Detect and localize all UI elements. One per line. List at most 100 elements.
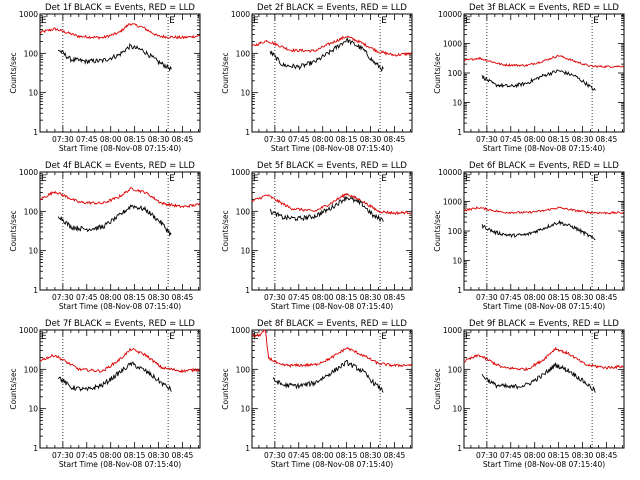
x-tick-label: 08:45 — [172, 293, 194, 302]
x-axis-label: Start Time (08-Nov-08 07:15:40) — [271, 302, 393, 311]
plot-frame — [251, 13, 413, 133]
lld-series-line — [463, 206, 624, 215]
plot-frame — [251, 329, 413, 449]
x-tick-label: 08:15 — [336, 293, 358, 302]
event-marker-label: E — [41, 16, 47, 26]
lld-series-line — [463, 346, 624, 372]
y-axis-label: Counts/sec — [9, 210, 18, 251]
event-marker-label: E — [465, 16, 471, 26]
events-series-line — [272, 360, 384, 393]
event-marker-label: E — [253, 332, 259, 342]
plot-frame — [463, 171, 625, 291]
event-marker-label: E — [593, 174, 599, 184]
y-tick-label: 100 — [448, 365, 463, 374]
y-tick-label: 1000 — [443, 198, 462, 207]
event-marker-label: E — [253, 16, 259, 26]
detector-panel: Det 7f BLACK = Events, RED = LLD 1 10 100 10… — [9, 319, 201, 469]
event-marker-label: E — [41, 332, 47, 342]
x-tick-label: 07:45 — [288, 135, 310, 144]
x-tick-label: 08:15 — [548, 293, 570, 302]
lld-series-line — [39, 187, 200, 209]
x-tick-label: 08:15 — [548, 135, 570, 144]
y-tick-label: 10 — [452, 405, 462, 414]
events-series-line — [269, 36, 384, 73]
x-tick-label: 08:00 — [524, 293, 546, 302]
x-tick-label: 08:15 — [548, 451, 570, 460]
y-tick-label: 1000 — [19, 168, 38, 177]
event-marker-label: E — [381, 174, 387, 184]
y-axis-label: Counts/sec — [221, 368, 230, 409]
y-tick-label: 100 — [236, 207, 251, 216]
detector-panel: Det 5f BLACK = Events, RED = LLD 1 10 100 10… — [221, 161, 413, 311]
y-tick-label: 100 — [24, 49, 39, 58]
plot-frame — [251, 171, 413, 291]
detector-panel: Det 2f BLACK = Events, RED = LLD 1 10 100 10… — [221, 3, 413, 153]
y-tick-label: 10000 — [438, 10, 462, 19]
y-tick-label: 1000 — [443, 40, 462, 49]
plot-frame — [39, 329, 201, 449]
y-tick-label: 100 — [24, 207, 39, 216]
x-tick-label: 08:30 — [148, 451, 170, 460]
x-tick-label: 07:30 — [476, 293, 498, 302]
y-tick-label: 1000 — [19, 10, 38, 19]
panel-title: Det 5f BLACK = Events, RED = LLD — [257, 161, 407, 171]
detector-panel: Det 3f BLACK = Events, RED = LLD 1 10 100 10… — [433, 3, 625, 153]
plot-frame — [39, 171, 201, 291]
event-marker-label: E — [465, 332, 471, 342]
y-tick-label: 1000 — [19, 326, 38, 335]
x-tick-label: 08:45 — [172, 135, 194, 144]
x-tick-label: 08:15 — [124, 451, 146, 460]
detector-panel: Det 6f BLACK = Events, RED = LLD 1 10 100 10… — [433, 161, 625, 311]
x-tick-label: 08:45 — [596, 451, 618, 460]
y-tick-label: 1 — [245, 286, 250, 295]
y-tick-label: 100 — [448, 227, 463, 236]
y-tick-label: 10 — [28, 405, 38, 414]
lld-series-line — [39, 347, 200, 374]
x-tick-label: 07:45 — [500, 135, 522, 144]
events-series-line — [269, 196, 384, 223]
x-axis-label: Start Time (08-Nov-08 07:15:40) — [59, 302, 181, 311]
x-tick-label: 08:00 — [100, 135, 122, 144]
y-tick-label: 10 — [452, 257, 462, 266]
x-tick-label: 08:30 — [360, 451, 382, 460]
y-tick-label: 1 — [457, 286, 462, 295]
x-axis-label: Start Time (08-Nov-08 07:15:40) — [59, 144, 181, 153]
events-series-line — [481, 362, 596, 393]
x-axis-label: Start Time (08-Nov-08 07:15:40) — [59, 460, 181, 469]
plot-frame — [39, 13, 201, 133]
x-axis-label: Start Time (08-Nov-08 07:15:40) — [271, 144, 393, 153]
x-tick-label: 07:30 — [476, 135, 498, 144]
x-axis-label: Start Time (08-Nov-08 07:15:40) — [483, 144, 605, 153]
x-axis-label: Start Time (08-Nov-08 07:15:40) — [483, 460, 605, 469]
y-tick-label: 100 — [448, 69, 463, 78]
y-tick-label: 1 — [33, 444, 38, 453]
x-tick-label: 07:45 — [288, 451, 310, 460]
x-tick-label: 08:00 — [100, 293, 122, 302]
x-tick-label: 08:45 — [596, 293, 618, 302]
y-tick-label: 10000 — [438, 168, 462, 177]
event-marker-label: E — [381, 16, 387, 26]
lld-series-line — [463, 54, 624, 69]
event-marker-label: E — [169, 16, 175, 26]
panel-title: Det 7f BLACK = Events, RED = LLD — [45, 319, 195, 329]
event-marker-label: E — [169, 332, 175, 342]
x-tick-label: 08:30 — [360, 293, 382, 302]
y-axis-label: Counts/sec — [9, 52, 18, 93]
y-tick-label: 1000 — [231, 168, 250, 177]
x-tick-label: 07:45 — [500, 451, 522, 460]
plot-frame — [463, 329, 625, 449]
events-series-line — [57, 204, 172, 237]
detector-panel: Det 4f BLACK = Events, RED = LLD 1 10 100 10… — [9, 161, 201, 311]
y-axis-label: Counts/sec — [433, 368, 442, 409]
y-axis-label: Counts/sec — [9, 368, 18, 409]
x-tick-label: 08:45 — [172, 451, 194, 460]
x-tick-label: 08:30 — [148, 135, 170, 144]
panel-title: Det 9f BLACK = Events, RED = LLD — [469, 319, 619, 329]
y-axis-label: Counts/sec — [433, 210, 442, 251]
panel-title: Det 8f BLACK = Events, RED = LLD — [257, 319, 407, 329]
x-tick-label: 08:45 — [384, 293, 406, 302]
x-tick-label: 08:15 — [336, 135, 358, 144]
y-tick-label: 100 — [236, 365, 251, 374]
y-axis-label: Counts/sec — [221, 210, 230, 251]
plot-frame — [463, 13, 625, 133]
